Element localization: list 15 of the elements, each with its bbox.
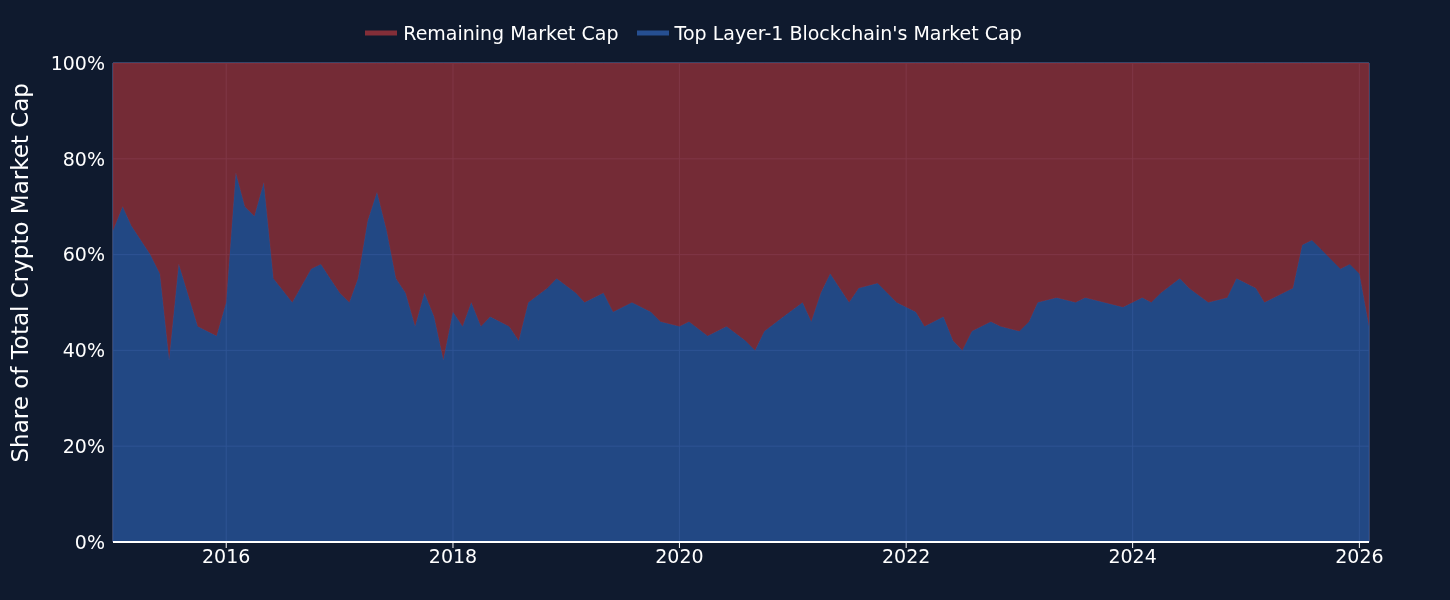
y-tick-label: 100% xyxy=(50,51,105,74)
legend-label: Remaining Market Cap xyxy=(402,22,619,44)
y-tick-label: 0% xyxy=(74,530,105,553)
x-tick-label: 2016 xyxy=(202,545,251,568)
x-tick-label: 2024 xyxy=(1108,545,1157,568)
y-tick-label: 60% xyxy=(62,243,105,266)
legend-label: Top Layer-1 Blockchain's Market Cap xyxy=(673,22,1022,44)
y-tick-label: 20% xyxy=(62,434,105,457)
y-axis-title: Share of Total Crypto Market Cap xyxy=(7,83,34,463)
x-tick-label: 2020 xyxy=(655,545,704,568)
x-tick-label: 2018 xyxy=(428,545,478,568)
y-tick-label: 40% xyxy=(62,339,105,362)
y-tick-label: 80% xyxy=(62,147,105,170)
x-tick-label: 2026 xyxy=(1335,545,1384,568)
x-tick-label: 2022 xyxy=(882,545,931,568)
